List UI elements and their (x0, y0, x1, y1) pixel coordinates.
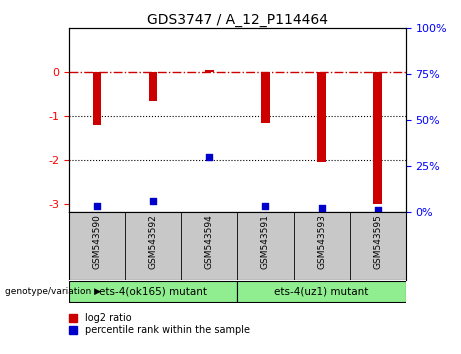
Bar (93, 72, 101, 125)
Bar (205, 70, 213, 72)
Text: ets-4(uz1) mutant: ets-4(uz1) mutant (274, 286, 369, 296)
Text: genotype/variation ▶: genotype/variation ▶ (5, 287, 100, 296)
Legend: log2 ratio, percentile rank within the sample: log2 ratio, percentile rank within the s… (69, 313, 250, 335)
Point (374, 207, 381, 212)
Text: GSM543594: GSM543594 (205, 215, 214, 269)
Bar (317, 72, 326, 162)
Bar (373, 72, 382, 204)
Text: GSM543592: GSM543592 (149, 215, 158, 269)
Point (318, 205, 325, 211)
Bar (261, 72, 270, 122)
Text: GSM543593: GSM543593 (317, 215, 326, 269)
Bar (149, 72, 158, 101)
Title: GDS3747 / A_12_P114464: GDS3747 / A_12_P114464 (147, 13, 328, 27)
Bar (69, 281, 237, 302)
Text: GSM543591: GSM543591 (261, 215, 270, 269)
Text: GSM543590: GSM543590 (93, 215, 102, 269)
Point (149, 199, 157, 204)
Text: GSM543595: GSM543595 (373, 215, 382, 269)
Point (206, 154, 213, 160)
Bar (237, 281, 406, 302)
Text: ets-4(ok165) mutant: ets-4(ok165) mutant (99, 286, 207, 296)
Point (262, 203, 269, 209)
Point (94, 203, 101, 209)
